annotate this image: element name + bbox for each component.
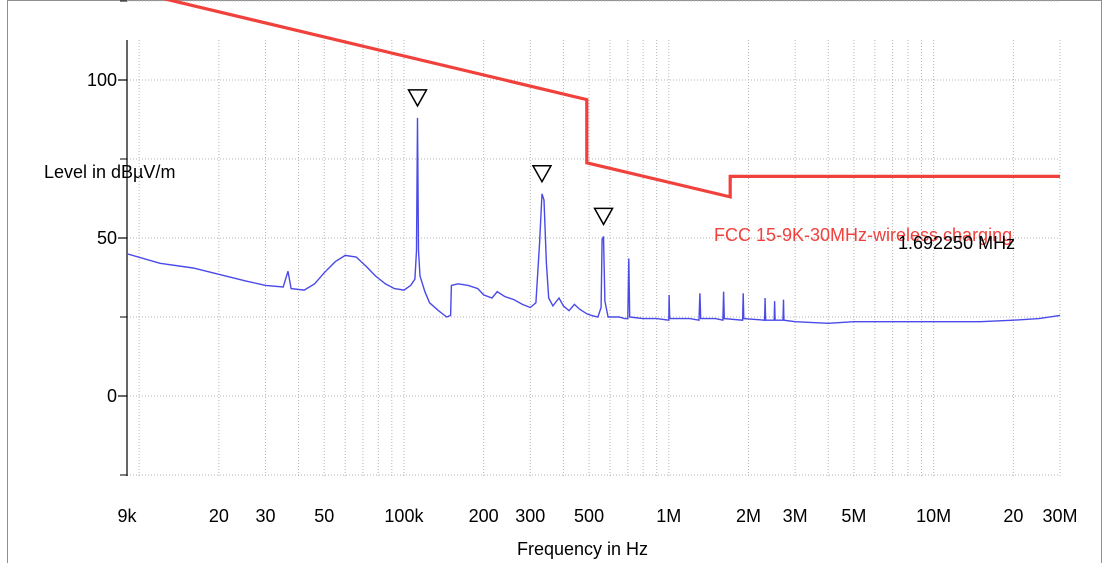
x-tick-label: 200 <box>469 506 499 526</box>
chart-labels: Level in dBµV/m Frequency in Hz FCC 15-9… <box>44 162 1015 559</box>
frequency-annotation: 1.692250 MHz <box>898 233 1015 253</box>
x-tick-label: 50 <box>314 506 334 526</box>
x-tick-label: 1M <box>656 506 681 526</box>
x-tick-label: 300 <box>515 506 545 526</box>
x-tick-label: 30M <box>1042 506 1077 526</box>
grid-lines <box>127 0 1061 476</box>
peak-marker <box>531 165 553 184</box>
peak-marker <box>593 207 614 226</box>
x-tick-label: 500 <box>574 506 604 526</box>
chart-frame <box>7 0 1102 563</box>
peak-marker <box>407 89 428 108</box>
x-tick-label: 5M <box>841 506 866 526</box>
y-axis-label: Level in dBµV/m <box>44 162 175 182</box>
series-lines <box>126 0 1061 325</box>
x-tick-label: 100k <box>384 506 424 526</box>
x-tick-label: 20 <box>1003 506 1023 526</box>
limit-line <box>162 0 1060 199</box>
y-tick-label: 0 <box>107 386 117 406</box>
x-tick-label: 20 <box>209 506 229 526</box>
limit-line-label: FCC 15-9K-30MHz-wireless charging <box>714 225 1012 245</box>
x-tick-label: 2M <box>736 506 761 526</box>
peak-markers <box>407 89 614 226</box>
measurement-trace <box>126 117 1061 325</box>
x-ticks: 9k 20 30 50 100k 200 300 500 1M 2M 3M 5M 10M 20 30M <box>117 506 1077 526</box>
x-axis-label: Frequency in Hz <box>517 539 648 559</box>
y-ticks: 168100500 <box>87 0 127 476</box>
x-tick-label: 3M <box>783 506 808 526</box>
x-tick-label: 9k <box>117 506 137 526</box>
y-tick-label: 50 <box>97 228 117 248</box>
x-tick-label: 30 <box>255 506 275 526</box>
x-tick-label: 10M <box>916 506 951 526</box>
y-tick-label: 100 <box>87 70 117 90</box>
